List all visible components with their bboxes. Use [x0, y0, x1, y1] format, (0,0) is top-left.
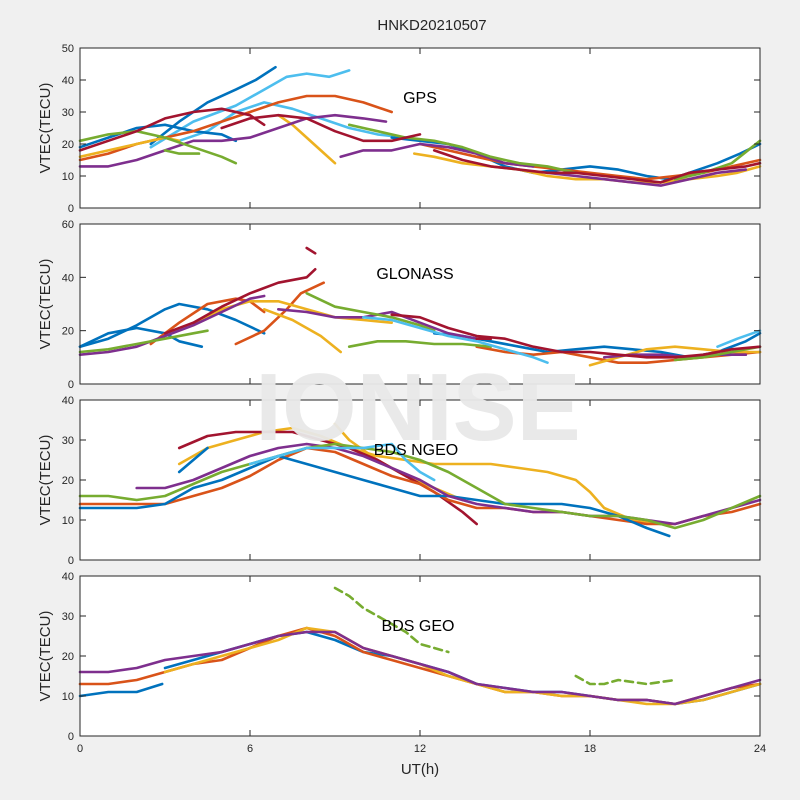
series-line	[192, 300, 393, 327]
series-line	[432, 149, 762, 184]
y-tick-label: 20	[62, 139, 74, 151]
series-line	[673, 139, 762, 181]
y-tick-label: 60	[62, 219, 74, 231]
series-line	[78, 446, 762, 526]
y-tick-label: 50	[62, 43, 74, 55]
y-tick-label: 20	[62, 475, 74, 487]
series-line	[262, 308, 342, 354]
subplot-4: 0 10 20 30 40 0 6 12 18 24 VTEC(TECU) UT(h) BDS GEO	[37, 571, 766, 778]
y-tick-label: 10	[62, 691, 74, 703]
y-tick-label: 0	[68, 555, 74, 567]
subplot-annotation: GLONASS	[376, 266, 453, 283]
subplot-annotation: BDS GEO	[382, 618, 455, 635]
series-line	[347, 123, 578, 175]
series-line	[163, 149, 201, 155]
series-line	[78, 294, 266, 356]
series-line	[413, 152, 762, 184]
series-line	[362, 316, 549, 364]
series-line	[78, 630, 762, 706]
x-tick-label: 12	[414, 743, 426, 755]
y-tick-label: 40	[62, 75, 74, 87]
series-line	[78, 107, 266, 152]
series-line	[163, 626, 762, 706]
series-line	[78, 442, 762, 530]
series-line	[333, 586, 450, 654]
series-line	[305, 246, 317, 255]
series-line	[277, 113, 337, 165]
series-line	[248, 442, 436, 482]
y-tick-label: 0	[68, 731, 74, 743]
x-tick-label: 6	[247, 743, 253, 755]
series-line	[149, 65, 277, 146]
y-axis-label: VTEC(TECU)	[37, 259, 54, 350]
subplot-1: 0 10 20 30 40 50 VTEC(TECU) GPS	[37, 43, 762, 215]
y-tick-label: 20	[62, 326, 74, 338]
y-tick-label: 30	[62, 435, 74, 447]
subplot-annotation: GPS	[403, 90, 437, 107]
series-line	[673, 345, 762, 362]
series-line	[78, 326, 204, 348]
series-line	[716, 329, 762, 348]
series-line	[177, 446, 209, 474]
y-tick-label: 30	[62, 107, 74, 119]
series-line	[220, 113, 422, 143]
y-tick-label: 0	[68, 203, 74, 215]
series-line	[78, 329, 209, 354]
series-line	[305, 292, 436, 332]
series-line	[78, 129, 238, 165]
y-tick-label: 10	[62, 171, 74, 183]
series-line	[390, 313, 762, 359]
watermark: IONISE	[255, 354, 580, 461]
series-line	[574, 674, 677, 686]
y-axis-label: VTEC(TECU)	[37, 611, 54, 702]
y-tick-label: 40	[62, 272, 74, 284]
y-tick-label: 20	[62, 651, 74, 663]
series-line	[163, 268, 317, 335]
y-axis-label: VTEC(TECU)	[37, 435, 54, 526]
subplot-annotation: BDS NGEO	[374, 442, 458, 459]
series-line	[78, 123, 238, 149]
y-tick-label: 0	[68, 379, 74, 391]
series-line	[149, 69, 351, 149]
x-tick-label: 18	[584, 743, 596, 755]
y-tick-label: 40	[62, 395, 74, 407]
series-line	[78, 682, 164, 698]
series-line	[78, 302, 266, 348]
series-line	[78, 454, 671, 538]
figure-title: HNKD20210507	[377, 17, 486, 34]
series-line	[177, 101, 408, 143]
series-line	[339, 142, 535, 168]
y-tick-label: 10	[62, 515, 74, 527]
plot-area	[80, 576, 760, 736]
subplot-2: 0 20 40 60 VTEC(TECU) GLONASS	[37, 219, 762, 391]
series-line	[347, 340, 493, 348]
y-axis-label: VTEC(TECU)	[37, 83, 54, 174]
subplot-3: 0 10 20 30 40 VTEC(TECU) BDS NGEO	[37, 395, 762, 567]
x-tick-label: 0	[77, 743, 83, 755]
y-tick-label: 30	[62, 611, 74, 623]
y-tick-label: 40	[62, 571, 74, 583]
series-line	[149, 297, 266, 346]
series-line	[78, 113, 388, 168]
x-axis-label: UT(h)	[401, 761, 439, 778]
x-tick-label: 24	[754, 743, 766, 755]
series-line	[546, 168, 748, 187]
